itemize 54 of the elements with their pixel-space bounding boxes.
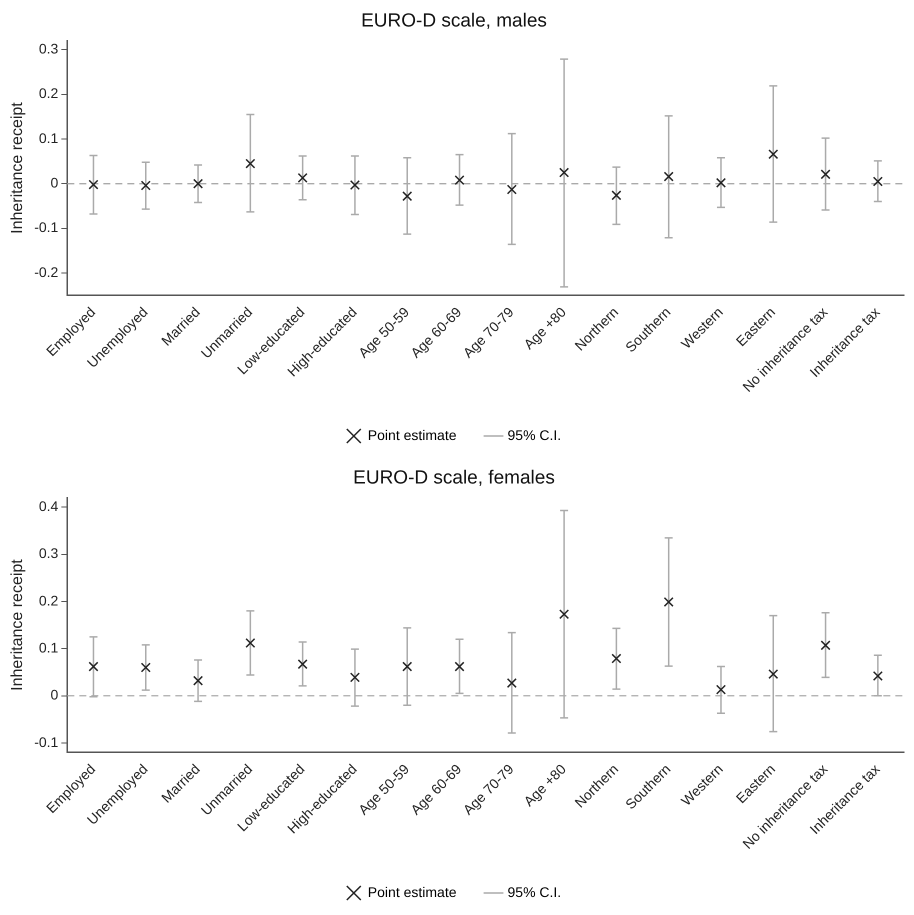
point xyxy=(298,659,308,670)
point xyxy=(454,662,465,672)
point xyxy=(140,662,151,672)
point xyxy=(716,178,726,188)
point xyxy=(350,672,360,682)
y-tick-label: 0.1 xyxy=(38,130,59,146)
y-tick-label: 0 xyxy=(50,686,59,703)
point xyxy=(872,670,883,681)
point xyxy=(140,180,151,190)
point xyxy=(402,662,412,672)
chart-title: EURO-D scale, females xyxy=(353,468,555,489)
point xyxy=(872,176,883,186)
point xyxy=(611,654,622,664)
x-tick-label: Age +80 xyxy=(520,304,570,352)
y-tick-label: 0.4 xyxy=(38,498,59,514)
point xyxy=(88,180,98,190)
point xyxy=(820,169,831,180)
y-tick-label: -0.1 xyxy=(34,219,59,236)
legend-label: Point estimate xyxy=(368,426,457,443)
y-axis-title: Inheritance receipt xyxy=(9,102,26,234)
point xyxy=(506,678,517,688)
point xyxy=(768,149,778,160)
point xyxy=(716,684,726,695)
y-tick-label: -0.2 xyxy=(34,264,59,280)
point xyxy=(768,669,778,680)
point xyxy=(193,676,204,686)
text: 95% C.I. xyxy=(508,426,562,443)
legend-label: Point estimate xyxy=(368,884,457,900)
point xyxy=(611,190,622,200)
point xyxy=(559,609,570,620)
point xyxy=(402,191,412,202)
point xyxy=(298,172,308,183)
y-axis-title: Inheritance receipt xyxy=(9,558,26,691)
point xyxy=(820,640,831,650)
x-tick-label: Age +80 xyxy=(520,760,570,810)
y-tick-label: 0.3 xyxy=(38,40,59,57)
y-tick-label: 0.1 xyxy=(38,639,59,656)
chart-title: EURO-D scale, males xyxy=(361,10,547,32)
point xyxy=(664,596,674,607)
y-tick-label: 0.2 xyxy=(38,85,59,102)
y-tick-label: 0.2 xyxy=(38,592,59,608)
y-tick-label: -0.1 xyxy=(34,734,59,750)
point xyxy=(506,184,517,194)
point xyxy=(245,158,256,169)
point xyxy=(193,178,204,189)
point xyxy=(88,662,98,672)
y-tick-label: 0.3 xyxy=(38,545,59,562)
point xyxy=(664,172,674,182)
text: 95% C.I. xyxy=(508,884,562,900)
point xyxy=(350,180,360,190)
point xyxy=(454,175,465,186)
point xyxy=(559,168,570,178)
y-tick-label: 0 xyxy=(50,174,59,191)
point xyxy=(245,638,256,648)
